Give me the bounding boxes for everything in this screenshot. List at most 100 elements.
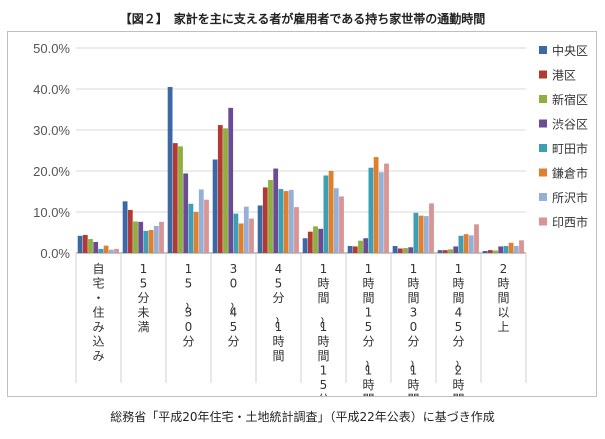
bar	[323, 175, 329, 253]
bar	[408, 247, 414, 253]
bar	[397, 248, 403, 253]
bar	[108, 249, 114, 253]
bar	[122, 201, 128, 253]
legend-label: 所沢市	[552, 190, 588, 205]
bar	[198, 189, 204, 253]
bar	[183, 173, 189, 253]
bar	[493, 250, 498, 253]
category-label: 4 5 分～1 時間	[269, 262, 284, 363]
bar	[257, 205, 263, 253]
legend-label: 中央区	[552, 43, 588, 58]
bar	[453, 246, 459, 253]
category-label: 3 0 ～4 5 分	[224, 262, 239, 349]
bar	[88, 239, 93, 253]
bar	[307, 231, 313, 253]
bar	[313, 226, 318, 253]
bar	[302, 238, 308, 253]
bar	[513, 246, 519, 253]
legend-swatch	[539, 168, 547, 177]
bar	[103, 245, 109, 253]
legend-label: 鎌倉市	[552, 166, 588, 181]
bar	[204, 199, 209, 253]
bar	[167, 86, 173, 253]
bar	[498, 246, 504, 253]
bar-chart: 0.0% 10.0% 20.0% 30.0% 40.0% 50.0% 自宅・住み込み 1 5 分未…	[33, 41, 588, 396]
bar	[153, 225, 159, 253]
bar	[482, 250, 488, 253]
legend-label: 印西市	[552, 215, 588, 230]
bar	[188, 203, 194, 253]
legend-swatch	[539, 70, 547, 79]
legend-label: 町田市	[552, 141, 588, 156]
chart-title: 【図２】 家計を主に支える者が雇用者である持ち家世帯の通勤時間	[119, 12, 486, 26]
y-tick-label: 40.0%	[33, 82, 70, 97]
bar	[458, 235, 464, 253]
legend-label: 新宿区	[552, 92, 588, 107]
category-label: 自宅・住み込み	[92, 262, 104, 363]
bar	[442, 250, 448, 253]
legend-swatch	[539, 119, 547, 128]
legend-swatch	[539, 46, 547, 54]
bar	[503, 246, 509, 253]
bar	[358, 240, 363, 253]
bar	[519, 240, 524, 253]
bar	[223, 128, 228, 253]
bar	[468, 235, 474, 253]
bar	[448, 249, 453, 253]
bar	[384, 163, 389, 253]
y-tick-label: 30.0%	[33, 123, 70, 138]
bar	[268, 180, 273, 253]
bar	[212, 159, 218, 253]
bar	[138, 221, 144, 253]
source-note: 総務省「平成20年住宅・土地統計調査」（平成22年公表）に基づき作成	[110, 410, 495, 424]
legend-label: 渋谷区	[552, 118, 588, 132]
bar	[508, 242, 514, 253]
bar	[159, 221, 164, 253]
category-label: 1 5 分未満	[137, 262, 149, 334]
bar	[98, 248, 104, 253]
bar	[392, 246, 398, 253]
bar	[278, 189, 284, 253]
y-tick-label: 10.0%	[33, 205, 70, 220]
legend-swatch	[539, 144, 547, 152]
bar	[373, 157, 379, 253]
bar	[403, 248, 408, 253]
bar	[217, 125, 223, 253]
bar	[77, 235, 83, 253]
y-tick-label: 50.0%	[33, 41, 70, 56]
bar	[474, 224, 479, 253]
bar	[114, 248, 119, 253]
bar	[143, 230, 149, 253]
bar	[82, 234, 88, 253]
y-tick-label: 0.0%	[40, 246, 70, 261]
bar	[243, 206, 249, 253]
bar	[418, 215, 424, 253]
bar	[172, 143, 178, 253]
legend-label: 港区	[552, 69, 576, 83]
bar	[148, 230, 154, 253]
bar	[363, 238, 369, 253]
y-tick-label: 20.0%	[33, 164, 70, 179]
bar	[429, 203, 434, 253]
bar	[294, 207, 299, 253]
bar	[178, 146, 183, 253]
bar	[437, 250, 443, 253]
bar	[233, 213, 239, 253]
bar	[339, 196, 344, 253]
legend-swatch	[539, 217, 547, 226]
bar	[228, 107, 234, 253]
category-label: 1 5 ～3 0 分	[179, 262, 194, 349]
legend-swatch	[539, 95, 547, 103]
bar	[273, 168, 279, 253]
legend-swatch	[539, 193, 547, 201]
bar	[262, 187, 268, 253]
bar	[347, 246, 353, 253]
bar	[238, 223, 244, 253]
bar	[413, 212, 419, 253]
bar	[283, 191, 289, 253]
bar	[328, 171, 334, 253]
